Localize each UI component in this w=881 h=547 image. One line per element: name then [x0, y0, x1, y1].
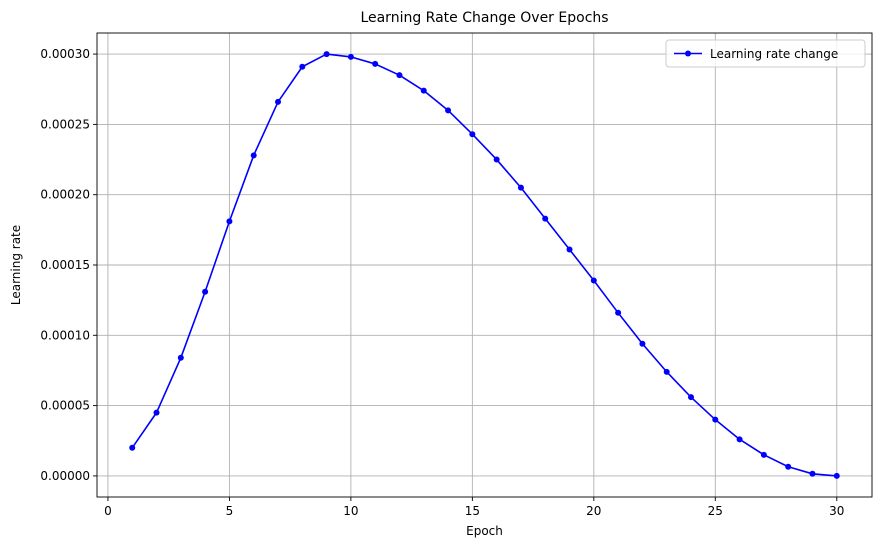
data-point: [663, 368, 670, 375]
x-tick-label: 10: [343, 504, 358, 518]
series-layer: [129, 51, 840, 479]
data-point: [396, 72, 403, 79]
data-point: [736, 436, 743, 443]
y-tick-label: 0.00005: [40, 399, 90, 413]
data-point: [372, 60, 379, 67]
series-line: [131, 53, 837, 477]
data-point: [493, 156, 500, 163]
data-point: [347, 53, 354, 60]
data-point: [445, 107, 452, 114]
x-tick-label: 5: [226, 504, 234, 518]
data-point: [323, 51, 330, 58]
y-axis-label: Learning rate: [9, 225, 23, 305]
x-axis-label: Epoch: [466, 524, 503, 538]
x-tick-label: 25: [708, 504, 723, 518]
data-point: [615, 309, 622, 316]
data-point: [639, 340, 646, 347]
data-point: [153, 409, 160, 416]
data-point: [177, 354, 184, 361]
data-point: [785, 463, 792, 470]
x-tick-label: 20: [586, 504, 601, 518]
data-point: [226, 218, 233, 225]
x-tick-label: 0: [104, 504, 112, 518]
data-point: [590, 277, 597, 284]
x-tick-label: 15: [465, 504, 480, 518]
legend-marker-swatch: [685, 50, 691, 57]
y-tick-label: 0.00000: [40, 469, 90, 483]
data-point: [517, 184, 524, 191]
data-point: [299, 63, 306, 70]
data-point: [833, 472, 840, 479]
data-point: [469, 131, 476, 138]
data-point: [688, 394, 695, 401]
y-tick-label: 0.00015: [40, 258, 90, 272]
data-point: [274, 98, 281, 105]
data-point: [542, 215, 549, 222]
x-tick-label: 30: [829, 504, 844, 518]
chart-title: Learning Rate Change Over Epochs: [360, 10, 608, 26]
data-point: [420, 87, 427, 94]
data-point: [809, 470, 816, 477]
y-tick-label: 0.00010: [40, 328, 90, 342]
data-point: [202, 288, 209, 295]
data-point: [129, 444, 136, 451]
y-tick-label: 0.00030: [40, 47, 90, 61]
ticks: 0 5 10 15 20 25 30 0.00000 0.00005 0.00010 0.00015…: [40, 47, 844, 518]
y-tick-label: 0.00025: [40, 117, 90, 131]
data-point: [712, 416, 719, 423]
data-point: [250, 152, 257, 159]
data-point: [760, 451, 767, 458]
y-tick-label: 0.00020: [40, 188, 90, 202]
legend-box: [665, 39, 866, 68]
legend: Learning rate change: [665, 39, 866, 68]
data-point: [566, 246, 573, 253]
legend-entry-learning-rate-change: Learning rate change: [710, 47, 838, 61]
